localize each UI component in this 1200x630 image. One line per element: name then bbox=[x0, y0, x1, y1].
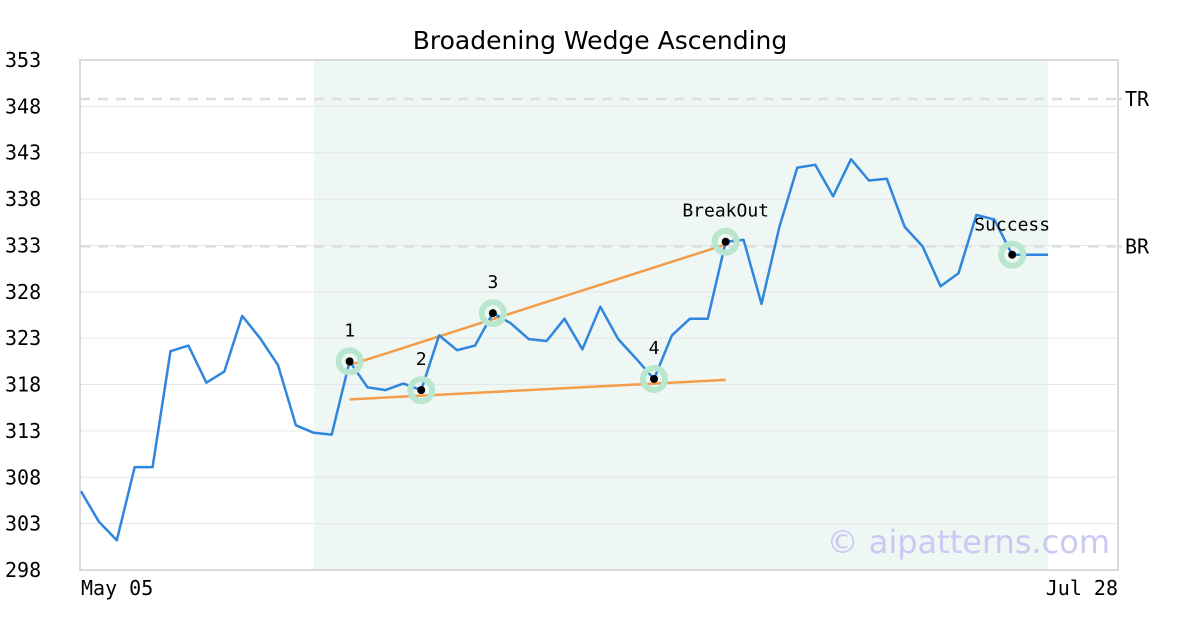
y-tick-label: 328 bbox=[5, 280, 41, 304]
plot-frame bbox=[79, 59, 1119, 571]
point-halo bbox=[478, 299, 507, 328]
price-line bbox=[79, 157, 1048, 542]
pattern-zone bbox=[313, 60, 1049, 570]
y-tick-label: 298 bbox=[5, 558, 41, 582]
y-tick-label: 303 bbox=[5, 512, 41, 536]
y-tick-label: 348 bbox=[5, 94, 41, 118]
level-label: BR bbox=[1125, 234, 1150, 258]
point-label: Success bbox=[974, 215, 1050, 236]
point-label: 4 bbox=[649, 338, 660, 359]
level-label: TR bbox=[1125, 87, 1150, 111]
point-halo bbox=[335, 347, 364, 376]
y-tick-label: 323 bbox=[5, 326, 41, 350]
trendline bbox=[349, 243, 727, 367]
y-tick-label: 343 bbox=[5, 141, 41, 165]
watermark: © aipatterns.com bbox=[827, 523, 1110, 561]
y-tick-label: 333 bbox=[5, 233, 41, 257]
point-label: BreakOut bbox=[682, 201, 769, 222]
point-dot bbox=[650, 374, 659, 383]
point-label: 3 bbox=[487, 272, 498, 293]
y-tick-label: 353 bbox=[5, 48, 41, 72]
point-halo bbox=[998, 240, 1027, 269]
y-tick-label: 308 bbox=[5, 465, 41, 489]
y-tick-label: 318 bbox=[5, 373, 41, 397]
point-dot bbox=[721, 237, 730, 246]
plot-area: TR BR 298 303 308 313 318 323 328 333 338 343 348 353… bbox=[5, 48, 1150, 600]
y-tick-label: 313 bbox=[5, 419, 41, 443]
x-tick-label: May 05 bbox=[81, 576, 153, 600]
x-tick-label: Jul 28 bbox=[1046, 576, 1118, 600]
point-halo bbox=[711, 227, 740, 256]
point-label: 1 bbox=[344, 320, 355, 341]
point-dot bbox=[488, 309, 497, 318]
point-halo bbox=[640, 364, 669, 393]
point-dot bbox=[1008, 250, 1017, 259]
point-dot bbox=[345, 357, 354, 366]
chart-title: Broadening Wedge Ascending bbox=[413, 26, 788, 55]
y-tick-label: 338 bbox=[5, 187, 41, 211]
point-dot bbox=[417, 386, 426, 395]
point-halo bbox=[407, 376, 436, 405]
point-label: 2 bbox=[416, 349, 427, 370]
